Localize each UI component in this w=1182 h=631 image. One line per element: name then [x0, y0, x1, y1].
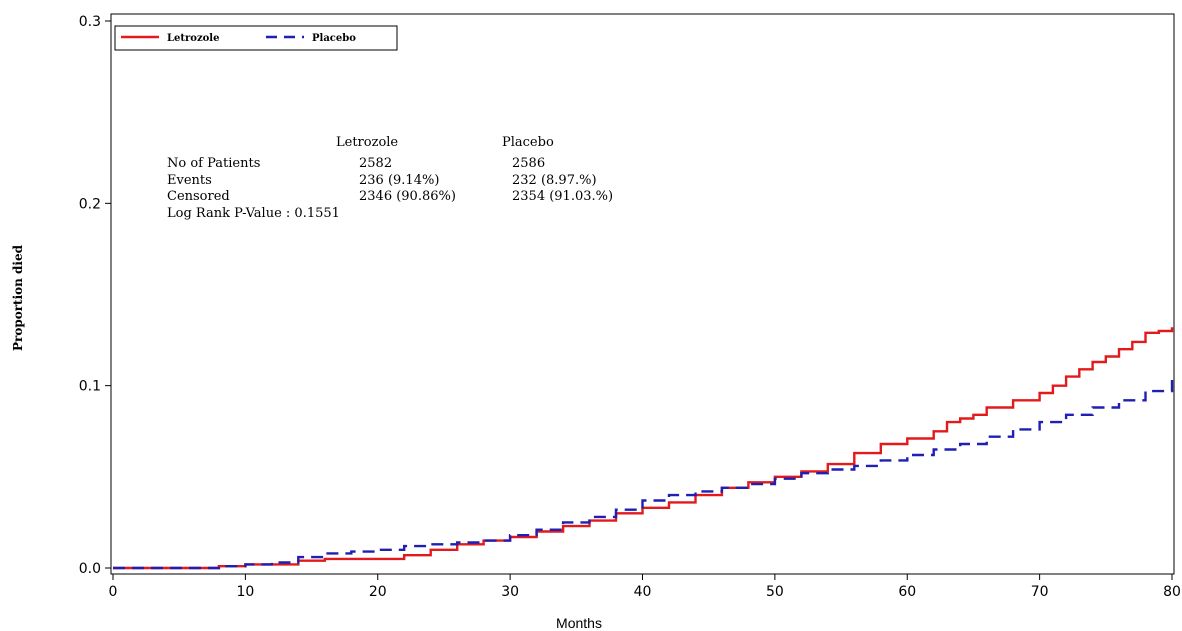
plot-frame	[110, 13, 1175, 575]
x-tick-label: 70	[1031, 584, 1049, 600]
x-tick-label: 20	[369, 584, 387, 600]
stats-table: Letrozole Placebo No of Patients 2582 25…	[167, 135, 613, 221]
stats-row-label: Censored	[167, 189, 230, 204]
series-layer	[113, 327, 1174, 570]
y-axis-ticks: 0.0 0.1 0.2 0.3	[79, 14, 111, 577]
y-tick-label: 0.1	[79, 379, 101, 395]
stats-col-header-letrozole: Letrozole	[336, 135, 398, 150]
x-tick-label: 0	[109, 584, 118, 600]
stats-row-letrozole: 2582	[359, 156, 392, 171]
x-tick-label: 50	[766, 584, 784, 600]
y-axis-label: Proportion died	[11, 244, 25, 351]
x-tick-label: 30	[501, 584, 519, 600]
stats-row-label: Events	[167, 173, 212, 188]
x-axis-ticks: 0 10 20 30 40 50 60 70 80	[109, 574, 1181, 600]
x-tick-label: 10	[236, 584, 254, 600]
legend-label-placebo: Placebo	[312, 33, 356, 44]
series-line-placebo	[113, 378, 1174, 570]
x-tick-label: 60	[898, 584, 916, 600]
y-tick-label: 0.2	[79, 196, 101, 212]
series-line-letrozole	[113, 327, 1174, 570]
stats-row-placebo: 232 (8.97.%)	[512, 173, 597, 188]
y-tick-label: 0.3	[79, 14, 101, 30]
stats-row-placebo: 2354 (91.03.%)	[512, 189, 613, 204]
x-tick-label: 40	[634, 584, 652, 600]
legend: Letrozole Placebo	[114, 25, 398, 51]
legend-box	[114, 25, 398, 51]
legend-label-letrozole: Letrozole	[167, 33, 219, 44]
stats-row-placebo: 2586	[512, 156, 545, 171]
x-tick-label: 80	[1163, 584, 1181, 600]
stats-pvalue: Log Rank P-Value : 0.1551	[167, 206, 340, 221]
stats-col-header-placebo: Placebo	[502, 135, 554, 150]
y-tick-label: 0.0	[79, 561, 101, 577]
stats-row-letrozole: 2346 (90.86%)	[359, 189, 456, 204]
stats-row-letrozole: 236 (9.14%)	[359, 173, 439, 188]
x-axis-label: Months	[556, 615, 602, 631]
stats-row-label: No of Patients	[167, 156, 260, 171]
